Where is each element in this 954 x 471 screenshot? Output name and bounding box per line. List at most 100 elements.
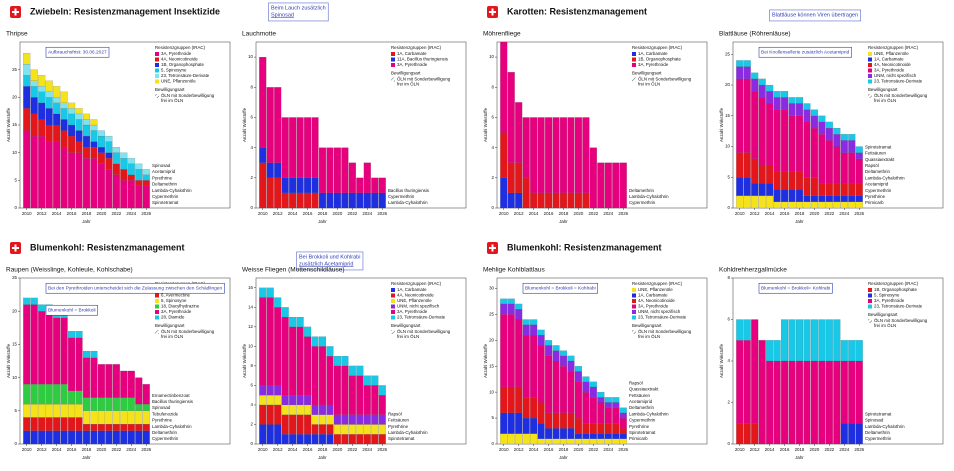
- bar-segment: [758, 78, 766, 86]
- legend-swatch: [632, 315, 636, 320]
- bar-segment: [142, 174, 150, 181]
- bar-segment: [589, 433, 597, 439]
- bar-segment: [142, 180, 150, 186]
- y-tick-label: 15: [489, 363, 494, 368]
- bar-segment: [522, 319, 530, 325]
- callout-box: [296, 251, 364, 271]
- bar-segment: [112, 397, 120, 411]
- ingredient-label: Lambda-Cyhalothrin: [629, 411, 669, 416]
- bar-segment: [552, 438, 560, 445]
- bar-segment: [810, 319, 818, 362]
- y-axis-label: Anzahl Wirkstoffe: [719, 107, 724, 142]
- bar-segment: [574, 381, 582, 419]
- bar-segment: [559, 412, 568, 429]
- x-tick-label: 2010: [22, 447, 32, 452]
- x-tick-label: 2024: [603, 211, 613, 216]
- bar-segment: [855, 195, 863, 202]
- bar-segment: [75, 113, 83, 120]
- legend-label: 3A, Pyrethroide: [638, 62, 669, 67]
- y-tick-label: 0: [492, 441, 495, 446]
- bar-segment: [23, 297, 31, 305]
- bar-segment: [105, 135, 113, 142]
- bar-segment: [75, 430, 83, 445]
- bar-segment: [296, 192, 304, 209]
- x-tick-label: 2012: [514, 211, 524, 216]
- bar-segment: [105, 169, 113, 209]
- legend-label: 5, Spinosyne: [161, 68, 187, 73]
- legend-swatch: [868, 68, 872, 73]
- bar-segment: [855, 146, 863, 153]
- bar-segment: [515, 433, 523, 445]
- x-tick-label: 2026: [618, 211, 628, 216]
- bar-segment: [559, 117, 568, 193]
- bar-segment: [333, 356, 341, 366]
- bar-segment: [75, 417, 83, 431]
- y-axis-label: Anzahl Wirkstoffe: [483, 343, 488, 378]
- bar-segment: [522, 397, 530, 419]
- bar-segment: [135, 377, 143, 405]
- bar-segment: [743, 195, 751, 209]
- note-text: Blumenkohl = Brokkoli = Kohlrabi: [525, 285, 596, 291]
- bar-segment: [758, 195, 766, 209]
- bar-segment: [68, 337, 76, 391]
- hatch-swatch: [155, 330, 159, 334]
- bar-segment: [781, 109, 789, 172]
- legend-label: 3A, Pyrethroide: [874, 68, 905, 73]
- shield-cross: [489, 247, 496, 249]
- ingredient-label: Cypermethrin: [152, 194, 179, 199]
- bar-segment: [781, 319, 789, 362]
- shield-cross: [12, 247, 19, 249]
- bar-segment: [60, 417, 68, 431]
- bar-segment: [743, 177, 751, 196]
- bar-segment: [105, 364, 113, 398]
- bar-segment: [23, 384, 31, 405]
- bar-segment: [97, 410, 105, 425]
- y-tick-label: 20: [12, 94, 17, 99]
- bar-segment: [326, 192, 334, 209]
- x-tick-label: 2022: [824, 211, 834, 216]
- bar-segment: [736, 78, 744, 153]
- legend-label: UNE, Pflanzenöle: [397, 298, 432, 303]
- bar-segment: [363, 424, 371, 435]
- bar-segment: [326, 414, 334, 425]
- bar-segment: [378, 177, 386, 193]
- x-tick-label: 2012: [37, 447, 47, 452]
- x-tick-label: 2018: [82, 447, 92, 452]
- x-tick-label: 2012: [273, 211, 283, 216]
- x-tick-label: 2016: [303, 211, 313, 216]
- bar-segment: [38, 91, 46, 103]
- bar-segment: [341, 434, 349, 445]
- bar-segment: [559, 192, 568, 209]
- bar-segment: [810, 201, 818, 209]
- bar-segment: [848, 195, 856, 202]
- bar-segment: [341, 147, 349, 193]
- ingredient-label: Deltamethrin: [152, 182, 177, 187]
- legend-label: 6, Avermectine: [161, 293, 191, 298]
- bar-segment: [522, 433, 530, 445]
- legend-swatch: [632, 57, 636, 62]
- legend-swatch: [632, 310, 636, 314]
- bar-segment: [82, 119, 91, 126]
- bar-segment: [289, 326, 297, 396]
- bar-segment: [552, 192, 560, 209]
- bar-segment: [341, 424, 349, 435]
- x-tick-label: 2014: [52, 447, 62, 452]
- bar-segment: [266, 87, 274, 163]
- bar-segment: [773, 340, 781, 362]
- bar-segment: [515, 319, 523, 388]
- x-tick-label: 2022: [111, 447, 121, 452]
- y-axis-label: Anzahl Wirkstoffe: [242, 343, 247, 378]
- bar-segment: [545, 355, 553, 413]
- note: Blumenkohl = Brokkoli: [45, 304, 98, 316]
- approval-label: ÖLN mit Sonderbewilligung: [638, 329, 692, 334]
- y-tick-label: 15: [725, 113, 730, 118]
- y-tick-label: 20: [489, 337, 494, 342]
- bar-segment: [311, 117, 319, 178]
- bar-segment: [127, 174, 135, 181]
- bar-segment: [766, 164, 774, 184]
- legend-swatch: [391, 288, 395, 292]
- x-tick-label: 2018: [559, 447, 569, 452]
- bar-segment: [112, 147, 120, 153]
- bar-segment: [795, 115, 804, 172]
